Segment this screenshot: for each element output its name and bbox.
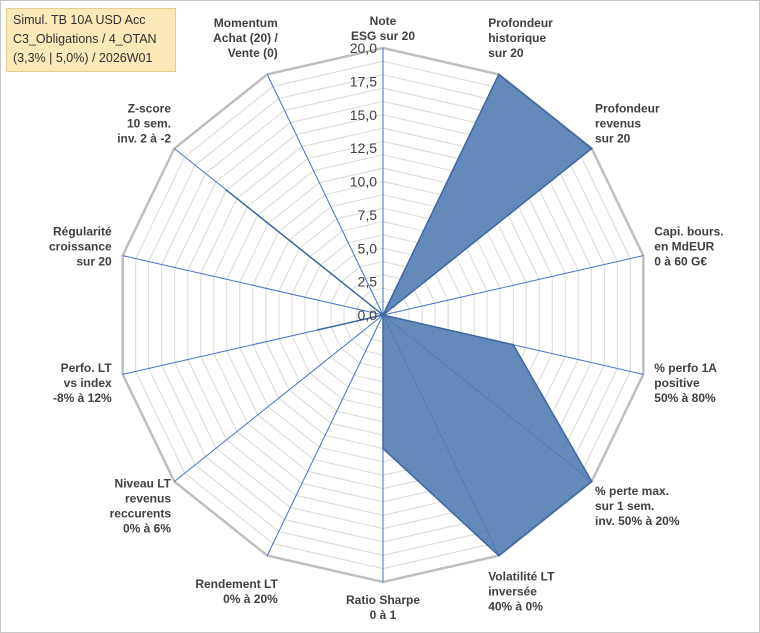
axis-label: % perfo 1A positive 50% à 80%: [654, 361, 717, 405]
axis-label: Profondeur revenus sur 20: [595, 101, 660, 145]
data-point: [382, 447, 384, 450]
axis-label-line: Profondeur: [488, 16, 553, 30]
axis-label-line: inv. 2 à -2: [117, 131, 171, 145]
axis-label-line: % perfo 1A: [654, 361, 717, 375]
data-point: [512, 343, 514, 346]
axis-label: Note ESG sur 20: [351, 14, 415, 43]
axis-label: % perte max. sur 1 sem. inv. 50% à 20%: [595, 484, 680, 528]
axis-label-line: 50% à 80%: [654, 391, 716, 405]
data-point: [498, 73, 500, 76]
axis-label-line: sur 20: [488, 46, 524, 60]
axis-label: Capi. bours. en MdEUR 0 à 60 G€: [654, 224, 723, 268]
axis-label-line: Vente (0): [228, 46, 278, 60]
axis-label-line: 40% à 0%: [488, 599, 543, 613]
tick-label: 0,0: [358, 307, 378, 323]
axis-label: Momentum Achat (20) / Vente (0): [213, 16, 278, 60]
axis-label-line: 0 à 1: [370, 608, 397, 622]
axis-label-line: inversée: [488, 584, 537, 598]
axis-label: Volatilité LT inversée 40% à 0%: [488, 569, 555, 613]
axis-label-line: Régularité: [53, 224, 112, 238]
axis-label-line: Momentum: [214, 16, 278, 30]
axis-spoke: [173, 314, 384, 482]
tick-label: 17,5: [350, 73, 377, 89]
tick-label: 12,5: [350, 140, 377, 156]
axis-label-line: Ratio Sharpe: [346, 593, 420, 607]
tick-label: 5,0: [358, 240, 378, 256]
axis-label-line: sur 20: [76, 254, 112, 268]
chart-title-line-1: Simul. TB 10A USD Acc: [13, 13, 146, 27]
axis-label-line: Z-score: [128, 101, 172, 115]
axis-label-line: -8% à 12%: [53, 391, 112, 405]
data-point: [590, 480, 593, 483]
axis-label-line: vs index: [64, 376, 112, 390]
axis-label: Profondeur historique sur 20: [488, 16, 553, 60]
data-point: [382, 314, 384, 316]
axis-label-line: Volatilité LT: [488, 569, 555, 583]
axis-label: Niveau LT revenus reccurents 0% à 6%: [110, 477, 172, 536]
axis-label-line: inv. 50% à 20%: [595, 514, 680, 528]
axis-label-line: revenus: [595, 116, 641, 130]
axis-label-line: Note: [370, 14, 397, 28]
axis-label-line: 0% à 20%: [223, 592, 278, 606]
axis-spoke: [382, 255, 644, 316]
data-point: [317, 329, 319, 331]
axis-label-line: % perte max.: [595, 484, 669, 498]
chart-title-line-3: (3,3% | 5,0%) / 2026W01: [13, 51, 153, 65]
axis-label-line: en MdEUR: [654, 239, 714, 253]
axis-label-line: Perfo. LT: [61, 361, 113, 375]
axis-spoke: [266, 314, 384, 556]
axis-label-line: Rendement LT: [195, 577, 278, 591]
axis-label-line: positive: [654, 376, 700, 390]
axis-label-line: historique: [488, 31, 546, 45]
axis-label-line: Achat (20) /: [213, 31, 278, 45]
chart-title-line-2: C3_Obligations / 4_OTAN: [13, 32, 157, 46]
chart-title-box: Simul. TB 10A USD Acc C3_Obligations / 4…: [6, 8, 176, 72]
data-point: [498, 554, 500, 557]
axis-label: Rendement LT 0% à 20%: [195, 577, 278, 606]
axis-label: Z-score 10 sem. inv. 2 à -2: [117, 101, 171, 145]
tick-label: 15,0: [350, 107, 377, 123]
axis-spoke: [266, 74, 384, 316]
axis-label: Ratio Sharpe 0 à 1: [346, 593, 420, 622]
axis-label-line: 0% à 6%: [123, 522, 171, 536]
axis-label-line: croissance: [49, 239, 112, 253]
axis-label-line: 0 à 60 G€: [654, 254, 707, 268]
axis-label: Perfo. LT vs index -8% à 12%: [53, 361, 112, 405]
tick-label: 10,0: [350, 174, 377, 190]
tick-label: 20,0: [350, 40, 377, 56]
axis-label-line: Profondeur: [595, 101, 660, 115]
axis-label-line: sur 20: [595, 131, 631, 145]
data-point: [590, 147, 593, 150]
data-point: [225, 189, 228, 191]
axis-label-line: revenus: [125, 492, 171, 506]
axis-label-line: 10 sem.: [127, 116, 171, 130]
tick-label: 7,5: [358, 207, 378, 223]
axis-label: Régularité croissance sur 20: [49, 224, 112, 268]
axis-label-line: Capi. bours.: [654, 224, 723, 238]
axis-spoke: [122, 255, 384, 316]
axis-label-line: sur 1 sem.: [595, 499, 654, 513]
axis-label-line: ESG sur 20: [351, 29, 415, 43]
axis-label-line: Niveau LT: [115, 477, 172, 491]
tick-label: 2,5: [358, 274, 378, 290]
axis-label-line: reccurents: [110, 507, 172, 521]
